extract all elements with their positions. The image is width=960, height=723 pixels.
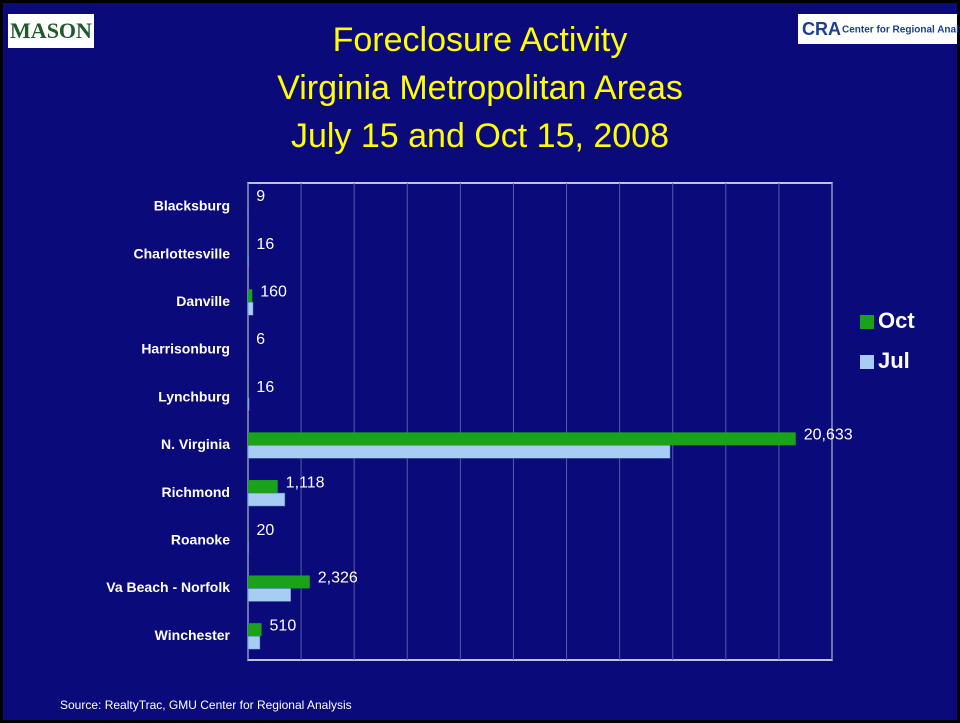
- logo-right-mark: CRA: [802, 19, 841, 39]
- y-tick-label: Winchester: [155, 627, 231, 643]
- chart-title: Virginia Metropolitan Areas: [277, 69, 683, 107]
- data-label: 6: [256, 331, 265, 348]
- legend-label: Jul: [878, 348, 910, 373]
- background: [3, 3, 957, 720]
- data-label: 510: [270, 617, 297, 634]
- logo-left-box: [8, 14, 94, 48]
- bar: [248, 432, 796, 446]
- logo-left: MASON: [10, 18, 92, 43]
- bar: [248, 527, 249, 541]
- chart-title: Foreclosure Activity: [333, 21, 628, 59]
- bar: [248, 289, 253, 303]
- data-label: 1,118: [286, 474, 325, 491]
- y-tick-label: Danville: [176, 293, 230, 309]
- bar: [247, 588, 291, 602]
- y-tick-label: Va Beach - Norfolk: [106, 579, 230, 595]
- bar: [247, 635, 261, 650]
- y-tick-label: Harrisonburg: [141, 341, 230, 357]
- legend-label: Oct: [878, 308, 915, 333]
- data-label: 20,633: [804, 427, 853, 444]
- y-tick-label: Lynchburg: [158, 388, 230, 404]
- legend-swatch: [860, 315, 874, 329]
- source: Source: RealtyTrac, GMU Center for Regio…: [60, 698, 352, 712]
- y-tick-label: Blacksburg: [154, 198, 230, 214]
- y-tick-label: Richmond: [162, 484, 230, 500]
- bar: [247, 540, 250, 554]
- data-label: 2,326: [318, 570, 358, 587]
- legend-swatch: [860, 355, 874, 369]
- bar: [247, 254, 250, 268]
- data-label: 20: [257, 522, 275, 539]
- logo-right-box: [798, 14, 957, 44]
- y-tick-label: Roanoke: [171, 531, 230, 547]
- bar: [248, 575, 310, 589]
- logo-right: Center for Regional Analysis: [842, 25, 960, 36]
- data-label: 9: [256, 188, 265, 205]
- chart-title: July 15 and Oct 15, 2008: [291, 117, 669, 155]
- y-tick-label: Charlottesville: [134, 245, 231, 261]
- bar: [247, 445, 671, 459]
- bar: [247, 302, 254, 316]
- bar: [248, 480, 278, 494]
- y-tick-label: N. Virginia: [161, 436, 230, 452]
- bar: [247, 397, 250, 411]
- data-label: 16: [256, 379, 274, 396]
- data-label: 160: [260, 283, 287, 300]
- bar: [248, 623, 262, 637]
- data-label: 16: [256, 236, 274, 253]
- bar: [247, 492, 286, 507]
